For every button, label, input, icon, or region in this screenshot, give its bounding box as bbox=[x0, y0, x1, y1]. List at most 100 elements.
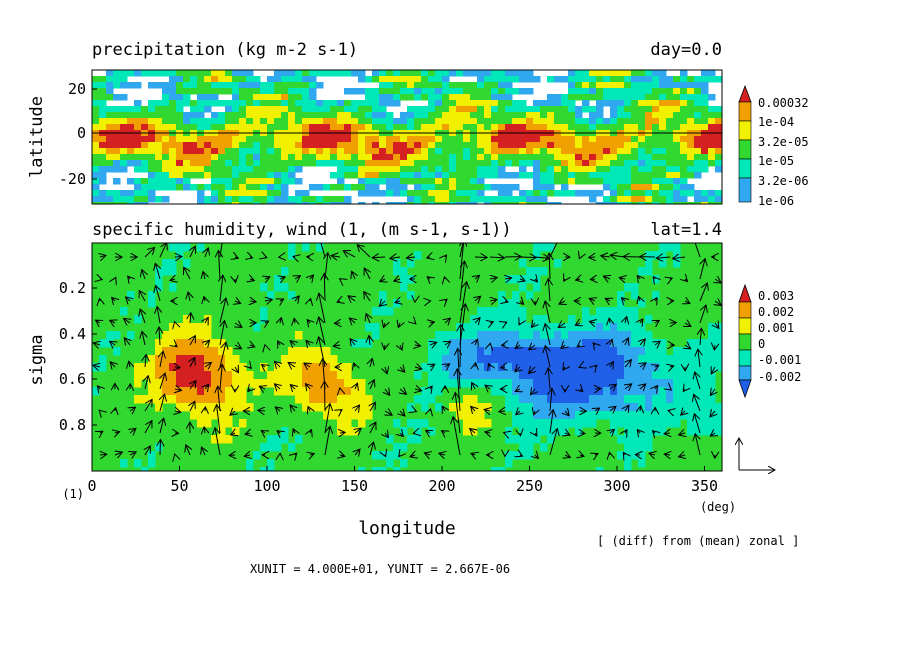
precip-cell bbox=[694, 124, 702, 131]
humidity-cell bbox=[162, 355, 170, 364]
precip-cell bbox=[589, 82, 597, 89]
humidity-cell bbox=[477, 379, 485, 388]
precip-cell bbox=[463, 124, 471, 131]
precip-cell bbox=[540, 202, 548, 204]
precip-cell bbox=[631, 112, 639, 119]
panel2-xticks: 0 50 100 150 200 250 300 350 bbox=[87, 466, 718, 495]
precip-cell bbox=[519, 88, 527, 95]
precip-cell bbox=[652, 124, 660, 131]
precip-cell bbox=[505, 136, 513, 143]
precip-cell bbox=[456, 88, 464, 95]
precip-cell bbox=[575, 112, 583, 119]
precip-cell bbox=[568, 112, 576, 119]
wind-vector bbox=[670, 389, 671, 390]
precip-cell bbox=[603, 124, 611, 131]
humidity-cell bbox=[225, 379, 233, 388]
humidity-cell bbox=[190, 387, 198, 396]
precip-cell bbox=[183, 100, 191, 107]
precip-cell bbox=[106, 154, 114, 161]
humidity-cell bbox=[295, 363, 303, 372]
precip-cell bbox=[652, 82, 660, 89]
humidity-cell bbox=[596, 411, 604, 420]
humidity-cell bbox=[162, 387, 170, 396]
humidity-cell bbox=[526, 411, 534, 420]
precip-cell bbox=[659, 148, 667, 155]
humidity-cell bbox=[561, 419, 569, 428]
precip-cell bbox=[386, 178, 394, 185]
precip-cell bbox=[316, 118, 324, 125]
humidity-cell bbox=[589, 403, 597, 412]
precip-cell bbox=[505, 160, 513, 167]
precip-cell bbox=[316, 100, 324, 107]
precip-cell bbox=[176, 94, 184, 101]
precip-cell bbox=[365, 154, 373, 161]
humidity-cell bbox=[176, 347, 184, 356]
precip-cell bbox=[456, 202, 464, 204]
wind-vector bbox=[619, 278, 625, 279]
precip-cell bbox=[309, 88, 317, 95]
precip-cell bbox=[484, 112, 492, 119]
humidity-cell bbox=[225, 395, 233, 404]
wind-vector bbox=[203, 272, 205, 279]
humidity-cell bbox=[617, 315, 625, 324]
wind-vector bbox=[190, 336, 195, 346]
precip-cell bbox=[99, 160, 107, 167]
precip-cell bbox=[225, 100, 233, 107]
precip-cell bbox=[554, 166, 562, 173]
precip-cell bbox=[421, 172, 429, 179]
precip-cell bbox=[253, 100, 261, 107]
precip-cell bbox=[631, 124, 639, 131]
humidity-cell bbox=[715, 419, 722, 428]
humidity-cell bbox=[477, 419, 485, 428]
humidity-cell bbox=[701, 411, 709, 420]
humidity-cell bbox=[533, 315, 541, 324]
humidity-cell bbox=[519, 323, 527, 332]
wind-vector bbox=[140, 309, 145, 324]
wind-vector bbox=[415, 345, 421, 346]
precip-cell bbox=[260, 202, 268, 204]
precip-cell bbox=[162, 112, 170, 119]
humidity-cell bbox=[435, 387, 443, 396]
precip-cell bbox=[379, 112, 387, 119]
humidity-cell bbox=[526, 387, 534, 396]
precip-cell bbox=[400, 172, 408, 179]
precip-cell bbox=[470, 70, 478, 77]
humidity-cell bbox=[694, 339, 702, 348]
precip-cell bbox=[176, 118, 184, 125]
precip-cell bbox=[505, 172, 513, 179]
humidity-cell bbox=[701, 395, 709, 404]
precip-cell bbox=[645, 106, 653, 113]
precip-cell bbox=[183, 70, 191, 77]
humidity-cell bbox=[547, 379, 555, 388]
precip-cell bbox=[582, 76, 590, 83]
precip-cell bbox=[344, 196, 352, 203]
precip-cell bbox=[211, 184, 219, 191]
humidity-cell bbox=[435, 355, 443, 364]
humidity-cell bbox=[666, 371, 674, 380]
humidity-cell bbox=[624, 307, 632, 316]
humidity-cell bbox=[113, 347, 121, 356]
precip-cell bbox=[225, 88, 233, 95]
humidity-cell bbox=[505, 371, 513, 380]
precip-cell bbox=[414, 88, 422, 95]
humidity-cell bbox=[533, 355, 541, 364]
legend2-swatch-4 bbox=[738, 349, 752, 367]
wind-vector bbox=[470, 429, 475, 433]
precip-cell bbox=[288, 172, 296, 179]
humidity-cell bbox=[687, 339, 695, 348]
precip-cell bbox=[708, 118, 716, 125]
humidity-cell bbox=[694, 403, 702, 412]
humidity-cell bbox=[386, 435, 394, 444]
humidity-cell bbox=[701, 347, 709, 356]
humidity-cell bbox=[162, 267, 170, 276]
wind-vector bbox=[340, 410, 342, 411]
wind-vector bbox=[93, 365, 100, 367]
precip-cell bbox=[211, 118, 219, 125]
precip-cell bbox=[491, 148, 499, 155]
wind-vector bbox=[190, 401, 195, 412]
precip-cell bbox=[470, 82, 478, 89]
precip-cell bbox=[491, 172, 499, 179]
precip-cell bbox=[694, 190, 702, 197]
precip-cell bbox=[372, 184, 380, 191]
precip-cell bbox=[274, 160, 282, 167]
